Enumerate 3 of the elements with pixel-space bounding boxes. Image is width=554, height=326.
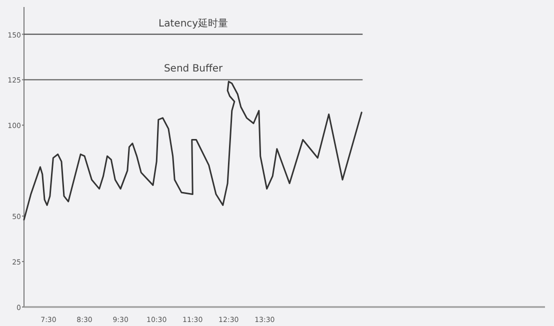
ref-line-label: Send Buffer <box>164 64 224 75</box>
ref-line-label: Latency延时量 <box>158 17 228 30</box>
line-series <box>23 80 362 220</box>
